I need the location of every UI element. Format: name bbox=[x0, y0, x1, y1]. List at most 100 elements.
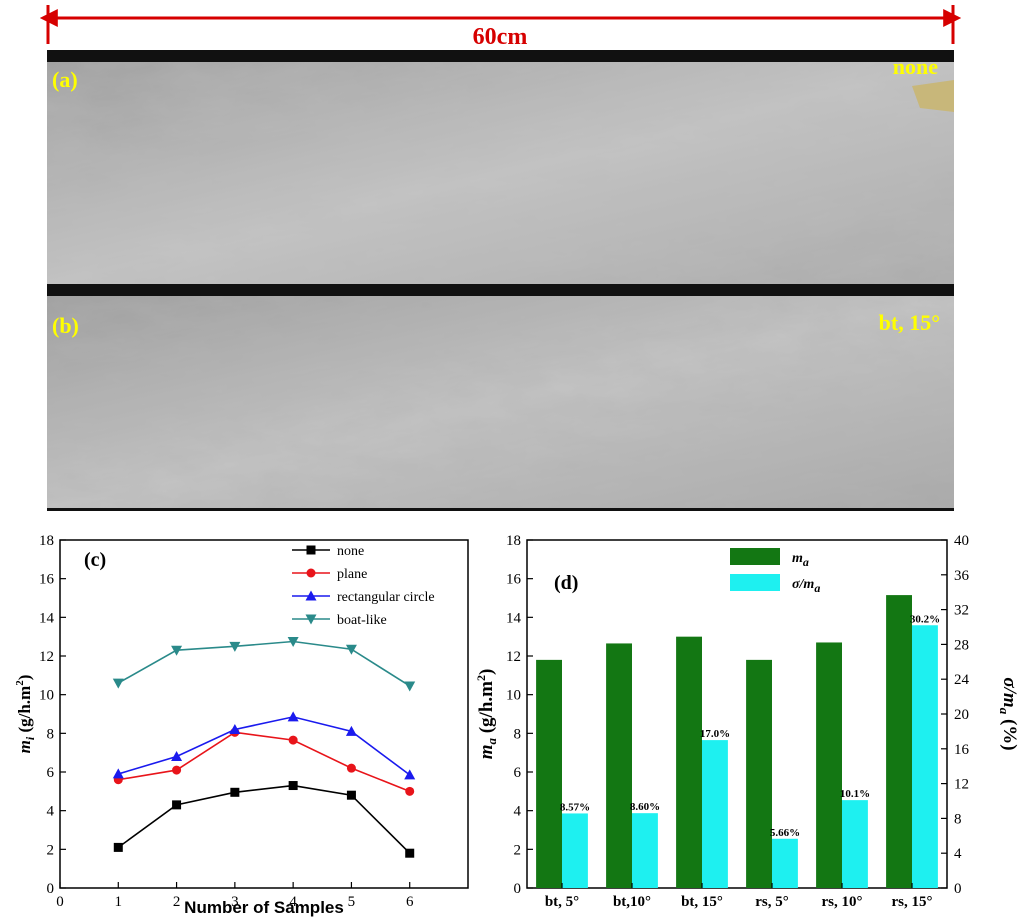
chart-d-x-tick-label: bt, 5° bbox=[545, 894, 579, 910]
chart-d-y2-axis-title: σ/ma (%) bbox=[997, 677, 1020, 750]
chart-c-tag: (c) bbox=[84, 549, 106, 571]
chart-d-y-tick-label: 14 bbox=[506, 610, 522, 626]
chart-d-ylabel-close: ) bbox=[476, 669, 497, 675]
chart-c-ylabel-sub: i bbox=[23, 736, 37, 740]
chart-c-ylabel-close: ) bbox=[15, 675, 34, 681]
chart-c-series-line bbox=[118, 731, 411, 793]
chart-d-y2-tick-label: 8 bbox=[954, 811, 962, 827]
chart-c-ylabel-sup: 2 bbox=[14, 680, 26, 686]
chart-c-ylabel-main: m bbox=[15, 740, 34, 753]
chart-d-y-tick-label: 8 bbox=[514, 726, 522, 742]
chart-c-legend-label: boat-like bbox=[337, 613, 387, 628]
chart-d-tag: (d) bbox=[554, 572, 578, 594]
chart-c-data-point bbox=[172, 800, 182, 810]
chart-c-legend-marker bbox=[305, 590, 317, 601]
chart-c-data-point bbox=[346, 763, 356, 773]
chart-d-y-axis-title: ma (g/h.m2) bbox=[474, 669, 499, 760]
chart-d-y2-tick-label: 4 bbox=[954, 846, 962, 862]
chart-d-legend: ma σ/ma bbox=[730, 548, 820, 595]
chart-c-legend-marker bbox=[305, 614, 317, 625]
chart-c-series-line bbox=[117, 784, 411, 854]
chart-c-y-axis-title: mi (g/h.m2) bbox=[14, 675, 37, 754]
chart-c-y-tick-label: 12 bbox=[39, 649, 54, 665]
chart-d-bar-ratio bbox=[702, 740, 728, 888]
chart-c-legend-label: plane bbox=[337, 567, 367, 582]
chart-c-data-point bbox=[288, 781, 298, 791]
chart-c-y-tick-label: 14 bbox=[39, 610, 55, 626]
chart-d-y2-tick-label: 36 bbox=[954, 568, 970, 584]
chart-d-bar-ma bbox=[606, 643, 632, 888]
chart-d-x-tick-label: rs, 10° bbox=[822, 894, 863, 910]
chart-d-y-tick-label: 18 bbox=[506, 533, 521, 549]
chart-d-frame bbox=[526, 539, 948, 889]
chart-d-x-tick-label: bt, 15° bbox=[681, 894, 723, 910]
chart-d-y-tick-label: 0 bbox=[514, 881, 522, 897]
chart-c-series-2 bbox=[112, 711, 416, 780]
chart-d-y2-tick-label: 32 bbox=[954, 603, 969, 619]
chart-d-legend-swatch bbox=[730, 548, 780, 565]
chart-d-bar-ma bbox=[886, 595, 912, 888]
chart-c-data-point bbox=[288, 735, 298, 745]
chart-c-legend-label: rectangular circle bbox=[337, 590, 435, 605]
chart-c-y-ticks: 0 2 4 6 8 10 12 14 16 18 bbox=[39, 533, 66, 897]
chart-d-bar-ratio bbox=[842, 800, 868, 888]
chart-c-y-tick-label: 8 bbox=[47, 726, 55, 742]
chart-c-data-point bbox=[229, 641, 241, 652]
chart-c-data-point bbox=[112, 678, 124, 689]
chart-d-bar-ma bbox=[746, 659, 772, 888]
chart-c-legend-label: none bbox=[337, 544, 364, 559]
chart-d-x-ticks: bt, 5° bt,10° bt, 15° rs, 5° rs, 10° rs, 15° bbox=[545, 883, 933, 910]
photo-panel: (a) none (b) bt, 15° bbox=[47, 50, 954, 511]
chart-c-x-ticks: 0 1 2 3 4 5 6 bbox=[56, 882, 414, 910]
chart-c-ylabel-unit: (g/h.m bbox=[15, 686, 34, 737]
chart-d-ylabel-sup: 2 bbox=[474, 675, 488, 681]
chart-c-y-tick-label: 18 bbox=[39, 533, 54, 549]
chart-c-x-tick-label: 5 bbox=[348, 894, 356, 910]
chart-c-data-point bbox=[404, 769, 416, 780]
chart-d-y-tick-label: 10 bbox=[506, 688, 521, 704]
chart-d-bar-ratio bbox=[772, 838, 798, 888]
chart-d-y2-tick-label: 12 bbox=[954, 777, 969, 793]
chart-c-y-tick-label: 4 bbox=[47, 804, 55, 820]
chart-c-data-point bbox=[346, 790, 356, 800]
chart-d-y2-tick-label: 24 bbox=[954, 672, 970, 688]
chart-d-y-tick-label: 2 bbox=[514, 842, 522, 858]
chart-d-legend-label: σ/ma bbox=[792, 577, 820, 595]
chart-d-y2label-sub: a bbox=[997, 708, 1012, 715]
scale-bar: 60cm bbox=[39, 5, 962, 50]
chart-c-y-tick-label: 2 bbox=[47, 842, 55, 858]
chart-c-x-tick-label: 1 bbox=[115, 894, 123, 910]
chart-c-data-point bbox=[287, 711, 299, 722]
chart-c-legend-marker bbox=[306, 568, 316, 578]
chart-d-data-label: 17.0% bbox=[700, 728, 730, 740]
chart-d-ylabel-sub: a bbox=[484, 738, 499, 745]
chart-d-y2-tick-label: 28 bbox=[954, 637, 969, 653]
chart-c-data-point bbox=[287, 637, 299, 647]
chart-c-data-point bbox=[113, 842, 123, 852]
chart-d-y-tick-label: 12 bbox=[506, 649, 521, 665]
chart-c-data-point bbox=[230, 787, 240, 797]
chart-d-ylabel-main: m bbox=[476, 745, 497, 760]
chart-d-x-tick-label: rs, 15° bbox=[892, 894, 933, 910]
chart-c-data-point bbox=[345, 644, 357, 655]
chart-c-x-tick-label: 4 bbox=[289, 894, 297, 910]
chart-c-data-point bbox=[171, 645, 183, 656]
chart-d-y2-tick-label: 20 bbox=[954, 707, 969, 723]
chart-d-bar-ratio bbox=[912, 625, 938, 888]
chart-c-series-0 bbox=[113, 781, 415, 858]
chart-d-y2-ticks: 0 4 8 12 16 20 24 28 32 36 40 bbox=[941, 533, 970, 897]
chart-c-data-point bbox=[345, 725, 357, 736]
chart-c-legend: none plane rectangular circle boat-like bbox=[292, 544, 435, 628]
chart-c-y-tick-label: 16 bbox=[39, 572, 55, 588]
chart-d-y2label-main: σ/m bbox=[999, 677, 1020, 707]
chart-c-series-line bbox=[117, 640, 411, 687]
chart-c-frame bbox=[59, 539, 469, 889]
chart-d-y-tick-label: 4 bbox=[514, 804, 522, 820]
photo-tag-b: (b) bbox=[52, 313, 79, 338]
paper-strip-b-texture bbox=[47, 296, 954, 508]
chart-c-x-tick-label: 6 bbox=[406, 894, 414, 910]
chart-c-y-tick-label: 0 bbox=[47, 881, 55, 897]
chart-c-data-point bbox=[112, 768, 124, 779]
